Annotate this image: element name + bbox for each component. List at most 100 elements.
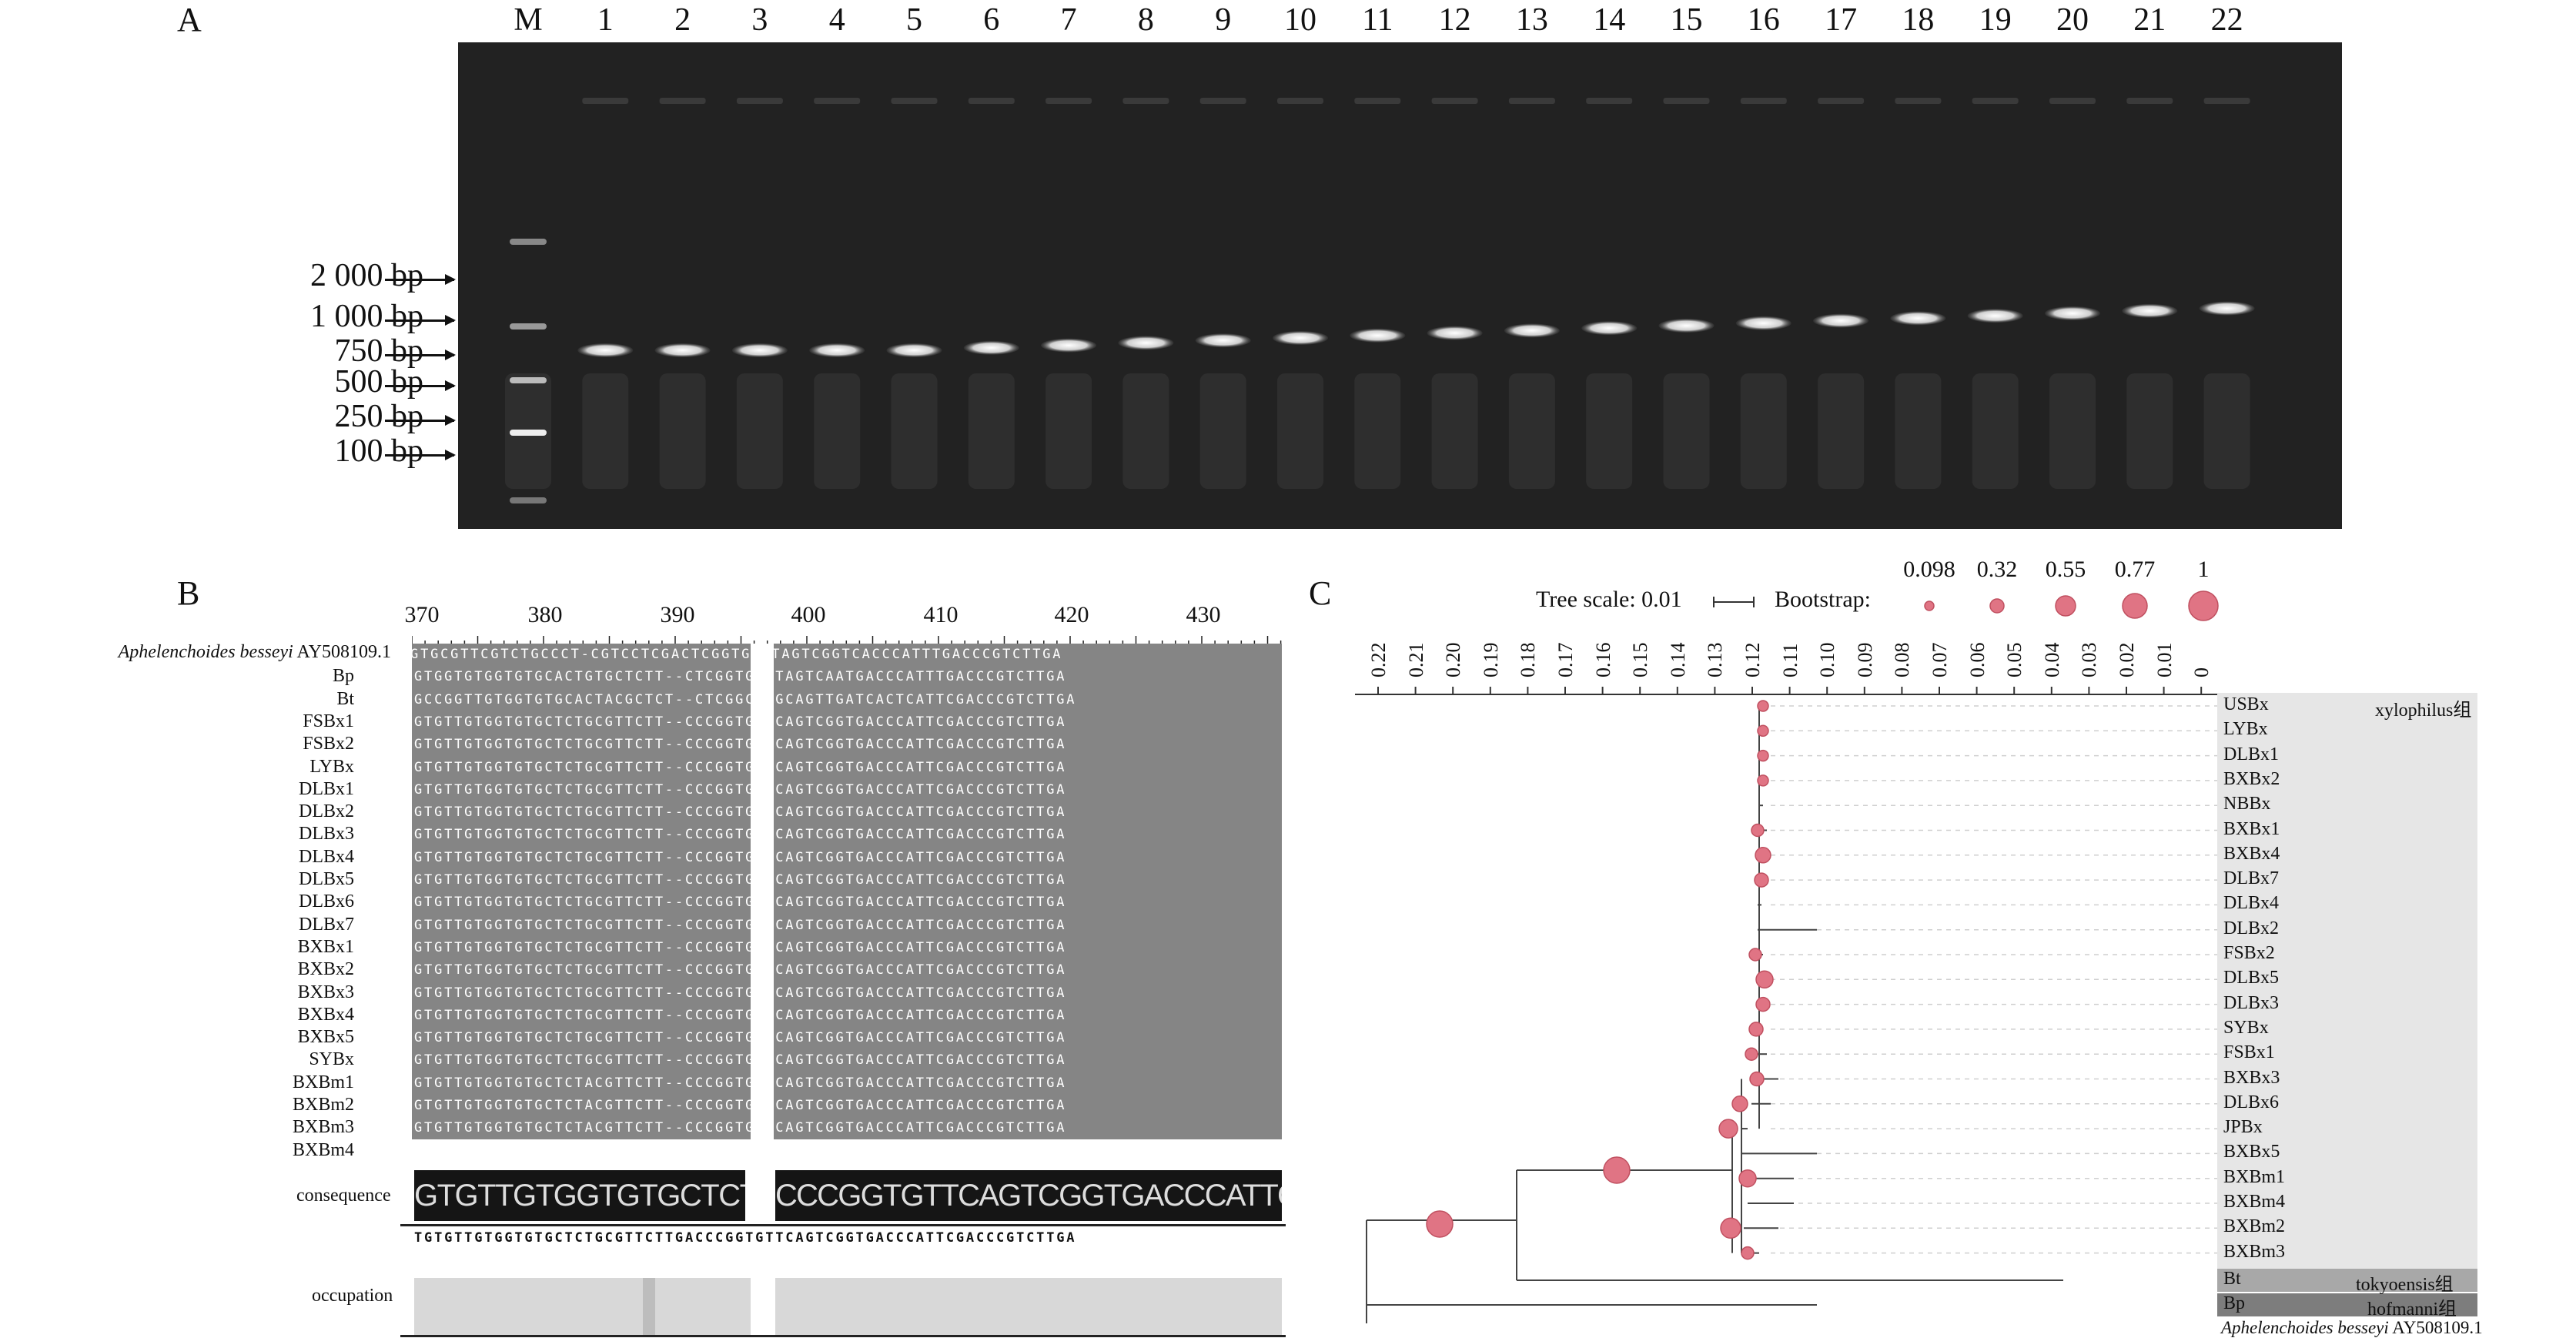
bootstrap-node-4 [1751,823,1765,838]
sequence-logo-left: GTGTTGTGGTGTGCTCTGCGTTCTT [414,1170,745,1221]
tree-leaf-8: DLBx4 [2223,893,2279,914]
well-7 [1045,98,1092,104]
bootstrap-node-3 [1757,774,1769,787]
lane-label-14: 14 [1593,2,1626,38]
sample-band-20 [2045,306,2100,320]
lane-smear [2126,373,2173,489]
sample-band-19 [1967,309,2023,323]
marker-band-1 [510,323,547,329]
lane-label-17: 17 [1825,2,1858,38]
sequence-name-8: DLBx4 [299,846,354,867]
tree-leaf-3: BXBx2 [2223,768,2280,789]
bootstrap-legend-value-1: 0.32 [1976,557,2018,582]
sequence-name-6: DLBx2 [299,801,354,822]
sample-band-12 [1427,326,1483,340]
tree-leaf-6: BXBx4 [2223,843,2280,864]
alignment-row-10: GTGTTGTGGTGTGCTCTGCGTTCTT--CCCGGTGTTCAGT… [414,895,1067,911]
lane-smear [1122,373,1169,489]
alignment-row-13: GTGTTGTGGTGTGCTCTGCGTTCTT--CCCGGTGTTCAGT… [414,962,1067,978]
sample-band-5 [886,343,942,357]
lane-smear [736,373,783,489]
bootstrap-legend-value-3: 0.77 [2114,557,2156,582]
group-xylophilus-label: xylophilus组 [2375,701,2472,721]
lane-label-5: 5 [906,2,922,38]
alignment-row-6: GTGTTGTGGTGTGCTCTGCGTTCTT--CCCGGTGTTCAGT… [414,804,1067,821]
group-hofmanni-label: hofmanni组 [2367,1300,2457,1320]
well-15 [1663,98,1710,104]
lane-smear [1895,373,1942,489]
sequence-name-2: FSBx1 [303,711,354,731]
bootstrap-node-0 [1757,700,1769,712]
alignment-row-19: GTGTTGTGGTGTGCTCTACGTTCTT--CCCGGTGTTCAGT… [414,1098,1067,1113]
lane-smear [1431,373,1478,489]
bootstrap-legend-value-0: 0.098 [1903,557,1955,582]
sample-band-17 [1813,313,1869,328]
lane-smear [1508,373,1555,489]
sequence-logo-right: CCCGGTGTTCAGTCGGTGACCCATTCGACCCGTCTTGA [775,1170,1282,1221]
tree-leaf-5: BXBx1 [2223,818,2280,839]
tree-leaf-4: NBBx [2223,794,2271,815]
sequence-name-14: BXBx3 [297,982,354,1002]
tree-leaf-12: DLBx3 [2223,992,2279,1013]
well-13 [1508,98,1555,104]
lane-smear [1663,373,1710,489]
lane-label-21: 21 [2133,2,2166,38]
sample-band-2 [654,343,711,357]
well-1 [582,98,629,104]
tree-leaf-14: FSBx1 [2223,1042,2275,1063]
ladder-arrow-5 [385,450,456,460]
ruler-num-0: 370 [404,602,440,627]
bootstrap-node-15 [1738,1169,1757,1188]
ladder-label-3: 500 bp [334,364,424,400]
bootstrap-legend-value-4: 1 [2197,557,2210,582]
lane-label-8: 8 [1137,2,1154,38]
alignment-row-7: GTGTTGTGGTGTGCTCTGCGTTCTT--CCCGGTGTTCAGT… [414,827,1067,843]
ladder-arrow-0 [385,274,456,285]
bootstrap-node-5 [1755,847,1771,864]
lane-label-6: 6 [983,2,1000,38]
marker-band-2 [510,377,547,383]
well-2 [659,98,706,104]
gel-image [458,42,2342,529]
tree-leaf-21: BXBm2 [2223,1216,2286,1237]
consequence-label: consequence [296,1186,391,1206]
sequence-name-21: BXBm4 [292,1139,354,1160]
well-11 [1354,98,1401,104]
alignment-row-14: GTGTTGTGGTGTGCTCTGCGTTCTT--CCCGGTGTTCAGT… [414,985,1067,1001]
bootstrap-node-14 [1718,1119,1738,1139]
reference-species: Aphelenchoides besseyi [118,642,293,662]
sample-band-13 [1504,323,1560,338]
sequence-name-10: DLBx6 [299,891,354,912]
lane-label-22: 22 [2210,2,2243,38]
tree-leaf-10: FSBx2 [2223,943,2275,963]
sequence-name-15: BXBx4 [297,1004,354,1025]
well-14 [1586,98,1633,104]
bootstrap-legend-dot-2 [2055,595,2076,617]
tree-leaf-13: SYBx [2223,1017,2269,1038]
lane-smear [1818,373,1865,489]
sample-band-21 [2122,303,2178,318]
occupation-label: occupation [312,1286,393,1306]
lane-label-20: 20 [2056,2,2089,38]
sample-band-14 [1581,321,1638,336]
lane-label-11: 11 [1362,2,1393,38]
lane-smear [2049,373,2096,489]
tree-leaf-11: DLBx5 [2223,968,2279,988]
logo-letters-right: CCCGGTGTTCAGTCGGTGACCCATTCGACCCGTCTTGA [775,1179,1282,1213]
occupation-dip [643,1278,655,1336]
alignment-row-15: GTGTTGTGGTGTGCTCTGCGTTCTT--CCCGGTGTTCAGT… [414,1007,1067,1023]
ladder-arrow-3 [385,380,456,391]
marker-band-4 [510,497,547,503]
well-18 [1895,98,1942,104]
sample-band-9 [1195,333,1251,348]
tree-scale-bar [1713,597,1755,607]
marker-band-0 [510,239,547,245]
sample-band-7 [1041,338,1097,353]
lane-label-16: 16 [1747,2,1780,38]
alignment-row-1: GCCGGTTGTGGTGTGCACTACGCTCT--CTCGGCGTGCAG… [414,691,1077,707]
lane-smear [968,373,1015,489]
tree-leaf-2: DLBx1 [2223,744,2279,764]
bootstrap-node-17 [1741,1246,1755,1260]
ruler-num-4: 410 [923,602,958,627]
